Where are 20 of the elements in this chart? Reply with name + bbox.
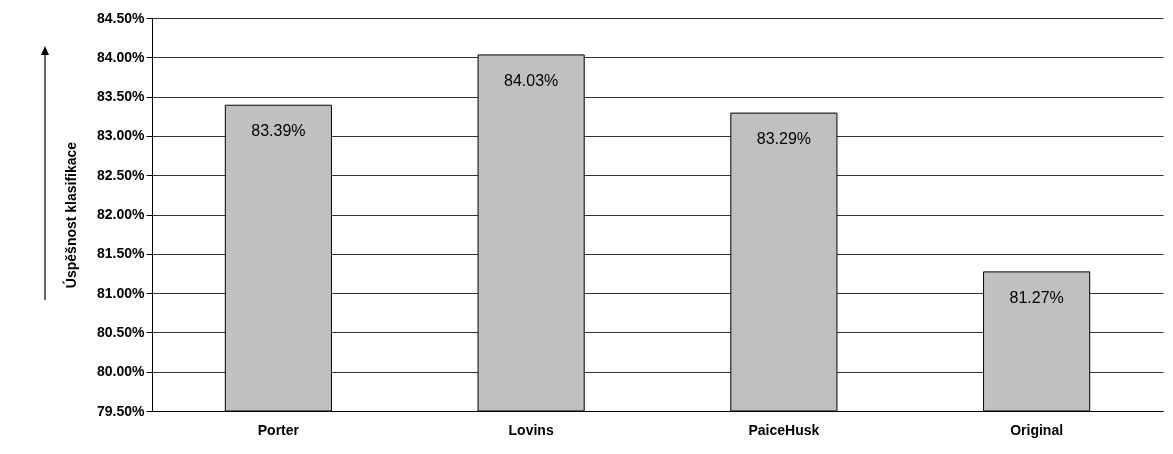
x-tick-label: Lovins xyxy=(508,421,554,438)
y-tick-label: 83.50% xyxy=(97,88,146,105)
y-axis-title: Úspěšnost klasifikace xyxy=(62,141,80,289)
y-tick-label: 82.50% xyxy=(97,166,146,183)
y-tick-label: 83.00% xyxy=(97,127,146,144)
data-label: 83.29% xyxy=(756,130,812,148)
y-tick-label: 80.00% xyxy=(97,363,146,380)
y-tick-label: 80.50% xyxy=(97,323,146,340)
x-tick-label: PaiceHusk xyxy=(748,421,820,438)
x-tick-label: Original xyxy=(1010,421,1064,438)
y-tick-label: 79.50% xyxy=(97,402,146,419)
data-label: 81.27% xyxy=(1009,288,1064,306)
x-tick-label: Porter xyxy=(257,421,300,438)
y-tick-label: 84.00% xyxy=(97,48,146,65)
data-label: 83.39% xyxy=(251,122,306,140)
y-tick-label: 81.50% xyxy=(97,245,146,262)
data-label: 84.03% xyxy=(503,71,559,89)
y-tick-label: 81.00% xyxy=(97,284,146,301)
y-tick-label: 82.00% xyxy=(97,206,146,222)
y-tick-label: 84.50% xyxy=(97,9,146,26)
